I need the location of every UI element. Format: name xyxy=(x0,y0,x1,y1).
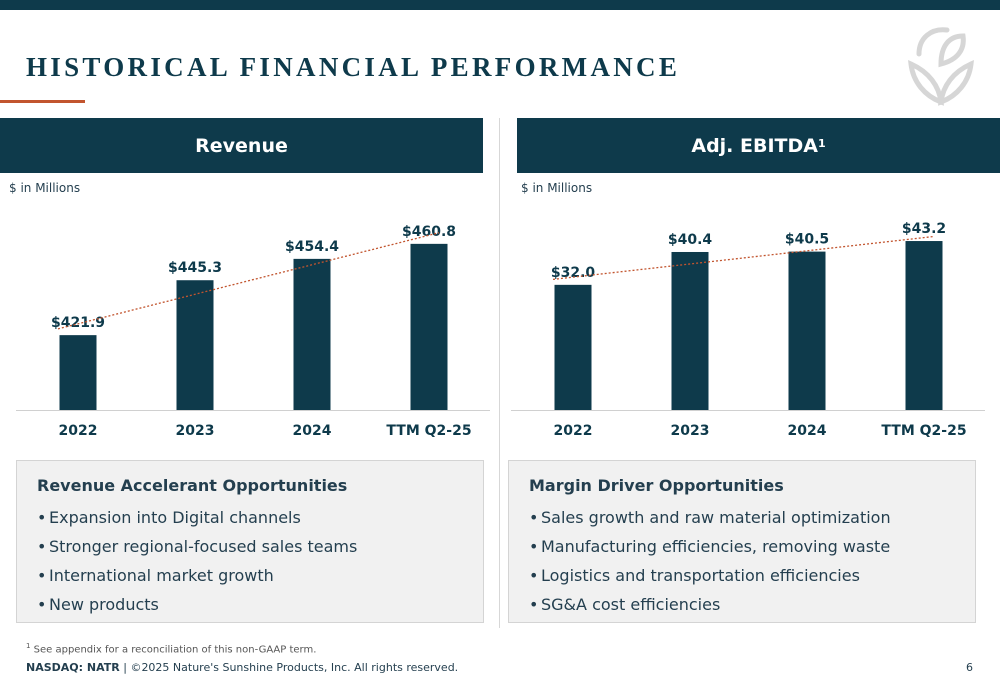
x-tick-label: 2024 xyxy=(293,423,332,439)
data-label: $454.4 xyxy=(285,239,339,255)
footer: NASDAQ: NATR | ©2025 Nature's Sunshine P… xyxy=(26,661,458,674)
x-tick-label: TTM Q2-25 xyxy=(386,423,471,439)
bullet: • xyxy=(37,566,47,585)
bullet: • xyxy=(37,537,47,556)
footer-separator: | xyxy=(123,661,127,674)
list-item-text: International market growth xyxy=(49,566,274,585)
revenue-header-label: Revenue xyxy=(195,134,288,157)
ebitda-bar-chart: $32.0 2022 $40.4 2023 $40.5 2024 $43.2 TTM Q2-2… xyxy=(511,221,985,439)
bullet: • xyxy=(37,595,47,614)
footer-ticker: NASDAQ: NATR xyxy=(26,661,120,674)
x-tick-label: TTM Q2-25 xyxy=(881,423,966,439)
ebitda-panel-header: Adj. EBITDA 1 xyxy=(517,118,1000,173)
list-item-text: SG&A cost efficiencies xyxy=(541,595,721,614)
ebitda-header-label: Adj. EBITDA xyxy=(691,134,818,157)
list-item-text: Expansion into Digital channels xyxy=(49,508,301,527)
list-item-text: Logistics and transportation efficiencie… xyxy=(541,566,860,585)
revenue-opportunities-box: Revenue Accelerant Opportunities • Expans… xyxy=(16,460,484,623)
trend-line xyxy=(552,235,935,281)
title-underline xyxy=(0,100,85,103)
margin-opportunities-title: Margin Driver Opportunities xyxy=(529,476,784,495)
page-number: 6 xyxy=(966,661,973,674)
top-accent-bar xyxy=(0,0,1000,10)
chart-bar xyxy=(905,241,943,410)
data-label: $43.2 xyxy=(902,221,946,237)
bullet: • xyxy=(529,595,539,614)
list-item: • International market growth xyxy=(37,561,483,590)
x-tick-label: 2024 xyxy=(788,423,827,439)
ebitda-units-label: $ in Millions xyxy=(521,181,593,195)
x-tick-label: 2022 xyxy=(59,423,98,439)
chart-bar xyxy=(176,280,214,410)
list-item: • Logistics and transportation efficienci… xyxy=(529,561,975,590)
list-item-text: Sales growth and raw material optimizati… xyxy=(541,508,891,527)
list-item: • Sales growth and raw material optimizat… xyxy=(529,503,975,532)
list-item-text: New products xyxy=(49,595,159,614)
data-label: $460.8 xyxy=(402,224,456,240)
footnote-text: See appendix for a reconciliation of thi… xyxy=(33,644,317,656)
list-item-text: Manufacturing efficiencies, removing was… xyxy=(541,537,891,556)
margin-opportunities-list: • Sales growth and raw material optimizat… xyxy=(529,503,975,619)
bullet: • xyxy=(529,537,539,556)
chart-bar xyxy=(59,335,97,410)
panel-divider xyxy=(499,118,500,628)
page-title: HISTORICAL FINANCIAL PERFORMANCE xyxy=(26,52,681,82)
revenue-opportunities-title: Revenue Accelerant Opportunities xyxy=(37,476,348,495)
chart-bar xyxy=(410,243,448,410)
footnote-marker: 1 xyxy=(26,642,31,650)
chart-bar xyxy=(293,258,331,410)
data-label: $445.3 xyxy=(168,260,222,276)
list-item: • New products xyxy=(37,590,483,619)
bullet: • xyxy=(37,508,47,527)
leaf-sun-logo-icon xyxy=(908,27,974,106)
list-item-text: Stronger regional-focused sales teams xyxy=(49,537,358,556)
trend-line xyxy=(57,232,440,330)
footnote: 1 See appendix for a reconciliation of t… xyxy=(26,642,316,655)
margin-opportunities-box: Margin Driver Opportunities • Sales growt… xyxy=(508,460,976,623)
chart-bar xyxy=(788,251,826,410)
chart-bar xyxy=(671,251,709,410)
data-label: $40.5 xyxy=(785,232,829,248)
revenue-bar-chart: $421.92022$445.32023$454.42024$460.8TTM … xyxy=(16,224,490,439)
list-item: • Expansion into Digital channels xyxy=(37,503,483,532)
data-label: $32.0 xyxy=(551,265,596,281)
data-label: $40.4 xyxy=(668,232,713,248)
ebitda-header-footnote-marker: 1 xyxy=(817,137,826,150)
x-tick-label: 2022 xyxy=(554,423,593,439)
list-item: • Manufacturing efficiencies, removing wa… xyxy=(529,532,975,561)
revenue-opportunities-list: • Expansion into Digital channels • Strong… xyxy=(37,503,483,619)
list-item: • Stronger regional-focused sales teams xyxy=(37,532,483,561)
revenue-units-label: $ in Millions xyxy=(9,181,81,195)
bullet: • xyxy=(529,566,539,585)
list-item: • SG&A cost efficiencies xyxy=(529,590,975,619)
x-tick-label: 2023 xyxy=(176,423,215,439)
chart-bar xyxy=(554,284,592,410)
footer-copyright: ©2025 Nature's Sunshine Products, Inc. A… xyxy=(130,661,459,674)
revenue-panel-header: Revenue xyxy=(0,118,483,173)
x-tick-label: 2023 xyxy=(671,423,710,439)
bullet: • xyxy=(529,508,539,527)
